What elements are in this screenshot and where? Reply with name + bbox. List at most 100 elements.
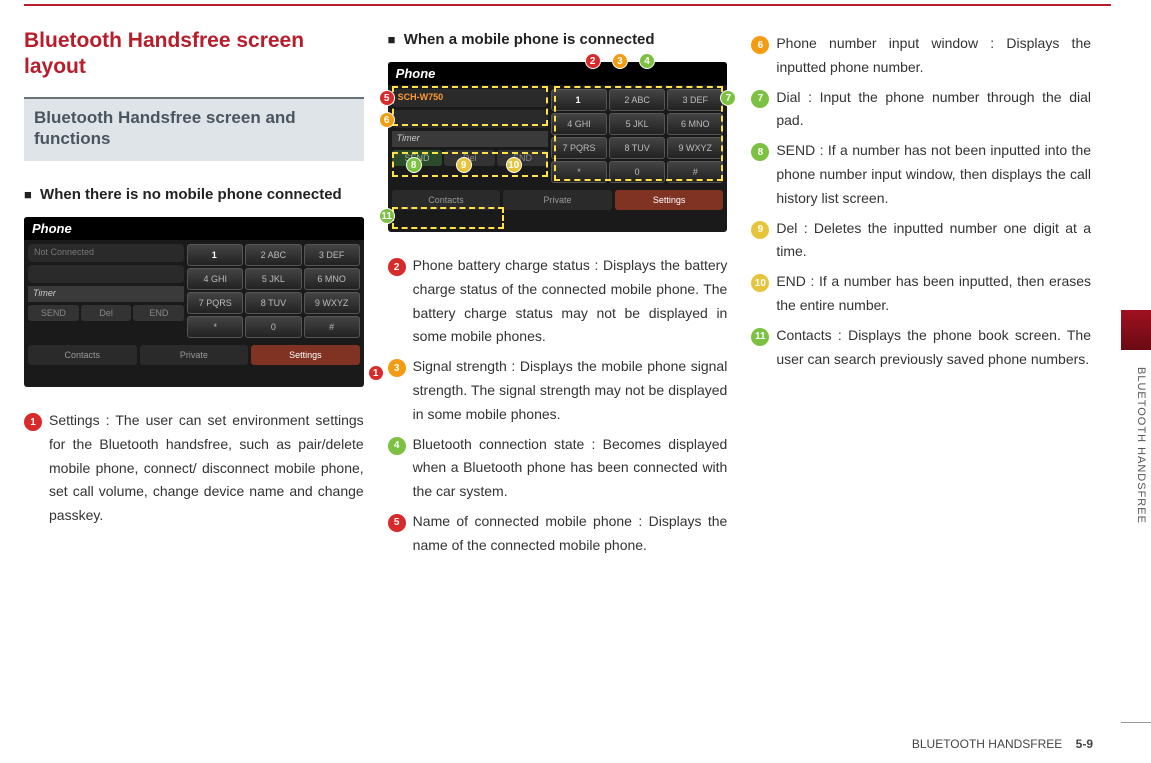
item-5: 5 Name of connected mobile phone : Displ… bbox=[388, 510, 728, 558]
item-3-badge: 3 bbox=[388, 359, 406, 377]
item-5-badge: 5 bbox=[388, 514, 406, 532]
ss1-del: Del bbox=[81, 305, 132, 321]
item-11: 11 Contacts : Displays the phone book sc… bbox=[751, 324, 1091, 372]
key: 5 JKL bbox=[245, 268, 301, 290]
item-8-badge: 8 bbox=[751, 143, 769, 161]
callout-9-badge: 9 bbox=[456, 157, 472, 173]
item-9-badge: 9 bbox=[751, 221, 769, 239]
key: 3 DEF bbox=[304, 244, 360, 266]
bullet-square-icon: ■ bbox=[24, 187, 32, 202]
bullet-square-icon: ■ bbox=[388, 32, 396, 47]
key: 7 PQRS bbox=[187, 292, 243, 314]
callout-3-badge: 3 bbox=[612, 53, 628, 69]
ss1-contacts: Contacts bbox=[28, 345, 137, 365]
ss2-contacts: Contacts bbox=[392, 190, 501, 210]
item-7-badge: 7 bbox=[751, 90, 769, 108]
item-8: 8 SEND : If a number has not been inputt… bbox=[751, 139, 1091, 210]
footer-page: 5-9 bbox=[1076, 737, 1093, 751]
column-3: 6 Phone number input window : Displays t… bbox=[751, 28, 1091, 723]
page-footer: BLUETOOTH HANDSFREE 5-9 bbox=[912, 737, 1093, 751]
key: * bbox=[551, 161, 607, 183]
item-4: 4 Bluetooth connection state : Becomes d… bbox=[388, 433, 728, 504]
key: 9 WXYZ bbox=[667, 137, 723, 159]
item-6: 6 Phone number input window : Displays t… bbox=[751, 32, 1091, 80]
item-3: 3 Signal strength : Displays the mobile … bbox=[388, 355, 728, 426]
item-10: 10 END : If a number has been inputted, … bbox=[751, 270, 1091, 318]
ss2-keypad: 1 2 ABC 3 DEF 4 GHI 5 JKL 6 MNO 7 PQRS 8… bbox=[551, 89, 723, 183]
ss1-private: Private bbox=[140, 345, 249, 365]
column-1: Bluetooth Handsfree screen layout Blueto… bbox=[24, 28, 364, 723]
key: * bbox=[187, 316, 243, 338]
ss2-end: END bbox=[497, 150, 548, 166]
item-10-badge: 10 bbox=[751, 274, 769, 292]
item-8-text: SEND : If a number has not been inputted… bbox=[776, 139, 1091, 210]
item-11-text: Contacts : Displays the phone book scree… bbox=[776, 324, 1091, 372]
screenshot-not-connected: Phone Not Connected Timer SEND Del END 1… bbox=[24, 217, 364, 387]
item-2-text: Phone battery charge status : Displays t… bbox=[413, 254, 728, 349]
key: 8 TUV bbox=[609, 137, 665, 159]
key: 2 ABC bbox=[245, 244, 301, 266]
item-10-text: END : If a number has been inputted, the… bbox=[776, 270, 1091, 318]
key: 2 ABC bbox=[609, 89, 665, 111]
key: 0 bbox=[245, 316, 301, 338]
item-7-text: Dial : Input the phone number through th… bbox=[776, 86, 1091, 134]
ss2-header: Phone bbox=[388, 62, 728, 85]
item-4-text: Bluetooth connection state : Becomes dis… bbox=[413, 433, 728, 504]
ss1-timer: Timer bbox=[28, 286, 184, 302]
item-1-badge: 1 bbox=[24, 413, 42, 431]
callout-1-badge: 1 bbox=[368, 365, 384, 381]
callout-7-badge: 7 bbox=[720, 90, 736, 106]
ss2-input bbox=[392, 110, 548, 128]
callout-4-badge: 4 bbox=[639, 53, 655, 69]
key: 6 MNO bbox=[667, 113, 723, 135]
item-6-badge: 6 bbox=[751, 36, 769, 54]
ss1-keypad: 1 2 ABC 3 DEF 4 GHI 5 JKL 6 MNO 7 PQRS 8… bbox=[187, 244, 359, 338]
ss2-private: Private bbox=[503, 190, 612, 210]
callout-2-badge: 2 bbox=[585, 53, 601, 69]
ss2-settings: Settings bbox=[615, 190, 724, 210]
side-tab-accent bbox=[1121, 310, 1151, 350]
ss2-status: SCH-W750 bbox=[392, 89, 548, 107]
section-connected-text: When a mobile phone is connected bbox=[404, 31, 655, 48]
item-3-text: Signal strength : Displays the mobile ph… bbox=[413, 355, 728, 426]
item-2-badge: 2 bbox=[388, 258, 406, 276]
key: 0 bbox=[609, 161, 665, 183]
ss2-timer: Timer bbox=[392, 131, 548, 147]
section-no-phone-label: ■ When there is no mobile phone connecte… bbox=[24, 183, 364, 207]
section-connected-label: ■ When a mobile phone is connected bbox=[388, 28, 728, 52]
ss1-header: Phone bbox=[24, 217, 364, 240]
key: 1 bbox=[187, 244, 243, 266]
callout-8-badge: 8 bbox=[406, 157, 422, 173]
item-4-badge: 4 bbox=[388, 437, 406, 455]
item-9: 9 Del : Deletes the inputted number one … bbox=[751, 217, 1091, 265]
column-2: ■ When a mobile phone is connected Phone… bbox=[388, 28, 728, 723]
ss1-send: SEND bbox=[28, 305, 79, 321]
callout-11-badge: 11 bbox=[379, 208, 395, 224]
col1-items: 1 Settings : The user can set environmen… bbox=[24, 409, 364, 528]
callout-6-badge: 6 bbox=[379, 112, 395, 128]
key: 6 MNO bbox=[304, 268, 360, 290]
item-2: 2 Phone battery charge status : Displays… bbox=[388, 254, 728, 349]
page-title: Bluetooth Handsfree screen layout bbox=[24, 28, 364, 81]
item-1-text: Settings : The user can set environment … bbox=[49, 409, 364, 528]
top-rule bbox=[24, 4, 1111, 6]
key: # bbox=[667, 161, 723, 183]
screenshot-connected: Phone SCH-W750 Timer SEND Del END 1 2 AB… bbox=[388, 62, 728, 232]
key: 4 GHI bbox=[551, 113, 607, 135]
ss1-end: END bbox=[133, 305, 184, 321]
key: 9 WXYZ bbox=[304, 292, 360, 314]
callout-10-badge: 10 bbox=[506, 157, 522, 173]
col3-items: 6 Phone number input window : Displays t… bbox=[751, 32, 1091, 371]
item-1: 1 Settings : The user can set environmen… bbox=[24, 409, 364, 528]
callout-5-badge: 5 bbox=[379, 90, 395, 106]
subhead-box: Bluetooth Handsfree screen and functions bbox=[24, 97, 364, 162]
side-tab-text: BLUETOOTH HANDSFREE bbox=[1135, 367, 1147, 524]
item-6-text: Phone number input window : Displays the… bbox=[776, 32, 1091, 80]
key: 3 DEF bbox=[667, 89, 723, 111]
ss1-input bbox=[28, 265, 184, 283]
key: 5 JKL bbox=[609, 113, 665, 135]
key: # bbox=[304, 316, 360, 338]
item-5-text: Name of connected mobile phone : Display… bbox=[413, 510, 728, 558]
key: 4 GHI bbox=[187, 268, 243, 290]
key: 1 bbox=[551, 89, 607, 111]
